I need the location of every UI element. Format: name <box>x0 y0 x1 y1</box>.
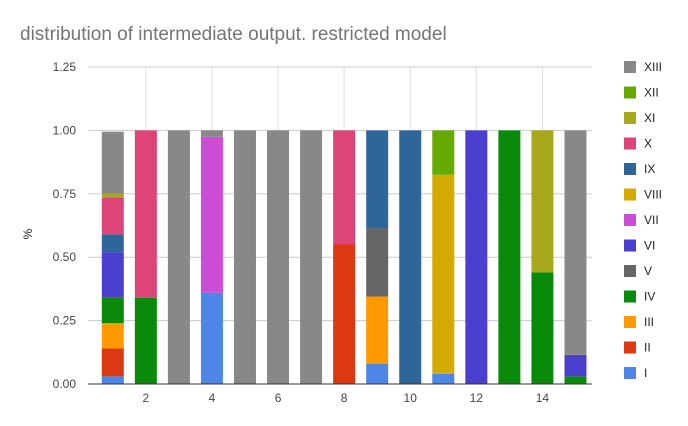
legend-swatch-vi <box>624 239 636 252</box>
x-tick-label: 10 <box>404 391 418 405</box>
legend-label-xiii: XIII <box>644 60 662 74</box>
bar-segment-iv-x13 <box>498 130 521 384</box>
bar-segment-i-x9 <box>366 363 389 384</box>
legend-swatch-viii <box>624 188 636 201</box>
bar-segment-x-x2 <box>134 130 157 298</box>
legend-swatch-ii <box>624 341 636 354</box>
x-tick-label: 14 <box>536 391 550 405</box>
bar-segment-ix-x9 <box>366 130 389 229</box>
legend-swatch-i <box>624 367 636 379</box>
bar-segment-x-x8 <box>333 130 356 245</box>
bar-segment-xiii-x1 <box>101 131 124 194</box>
bar-segment-iii-x9 <box>366 296 389 364</box>
legend-label-iii: III <box>644 315 654 329</box>
legend-label-xii: XII <box>644 86 659 100</box>
bar-segment-vi-x15 <box>564 354 587 377</box>
legend-label-vii: VII <box>644 213 659 227</box>
y-tick-label: 0.25 <box>53 314 77 328</box>
bar-segment-ii-x8 <box>333 244 356 384</box>
bar-segment-ix-x1 <box>101 234 124 253</box>
legend-swatch-xi <box>624 112 636 124</box>
x-tick-label: 6 <box>275 391 282 405</box>
bar-segment-x-x1 <box>101 197 124 235</box>
x-tick-label: 4 <box>209 391 216 405</box>
bars <box>101 130 587 384</box>
bar-segment-vi-x12 <box>465 130 488 384</box>
bar-segment-xii-x11 <box>432 130 455 175</box>
axes: 0.00 0.25 0.50 0.75 1.00 1.25 2 4 6 8 10 12 14 <box>53 60 592 405</box>
bar-segment-xiii-x6 <box>267 130 290 384</box>
legend-swatch-iii <box>624 316 636 328</box>
bar-segment-i-x1 <box>101 376 124 384</box>
legend-swatch-v <box>624 265 636 277</box>
legend-label-xi: XI <box>644 111 655 125</box>
y-tick-label: 1.25 <box>53 60 77 74</box>
legend-label-v: V <box>644 264 652 278</box>
bar-segment-xiii-x4 <box>200 130 223 137</box>
bar-segment-xiii-x5 <box>233 130 256 384</box>
legend-label-i: I <box>644 366 647 380</box>
bar-segment-iii-x1 <box>101 323 124 349</box>
chart-title: distribution of intermediate output. res… <box>20 24 447 45</box>
bar-segment-viii-x11 <box>432 174 455 374</box>
y-tick-label: 0.00 <box>53 377 77 391</box>
bar-segment-vi-x1 <box>101 252 124 298</box>
bar-segment-i-x11 <box>432 373 455 384</box>
bar-segment-xi-x1 <box>101 193 124 198</box>
x-tick-label: 8 <box>341 391 348 405</box>
bar-segment-xi-x14 <box>531 130 554 273</box>
legend-label-viii: VIII <box>644 188 662 202</box>
legend-label-ii: II <box>644 341 651 355</box>
y-axis-label: % <box>21 228 35 239</box>
bar-segment-iv-x1 <box>101 297 124 324</box>
x-tick-label: 12 <box>470 391 484 405</box>
legend-swatch-x <box>624 137 636 150</box>
bar-segment-iv-x14 <box>531 272 554 384</box>
legend-swatch-iv <box>624 290 636 303</box>
legend-swatch-vii <box>624 214 636 226</box>
legend-label-x: X <box>644 137 652 151</box>
y-tick-label: 0.50 <box>53 250 77 264</box>
legend-swatch-xii <box>624 86 636 99</box>
y-tick-label: 0.75 <box>53 187 77 201</box>
y-tick-label: 1.00 <box>53 123 77 137</box>
legend-swatch-xiii <box>624 61 636 73</box>
bar-segment-i-x4 <box>200 292 223 384</box>
x-tick-label: 2 <box>142 391 149 405</box>
bar-segment-v-x9 <box>366 228 389 297</box>
legend-swatch-ix <box>624 163 636 175</box>
legend-label-vi: VI <box>644 239 655 253</box>
bar-segment-ix-x10 <box>399 130 422 384</box>
bar-segment-ii-x1 <box>101 348 124 377</box>
bar-segment-xiii-x15 <box>564 130 587 355</box>
bar-segment-iv-x2 <box>134 297 157 384</box>
legend-label-iv: IV <box>644 290 655 304</box>
bar-segment-xiii-x7 <box>300 130 323 384</box>
bar-segment-vii-x4 <box>200 136 223 293</box>
bar-segment-iv-x15 <box>564 376 587 384</box>
legend-label-ix: IX <box>644 162 655 176</box>
bar-segment-xiii-x3 <box>167 130 190 384</box>
